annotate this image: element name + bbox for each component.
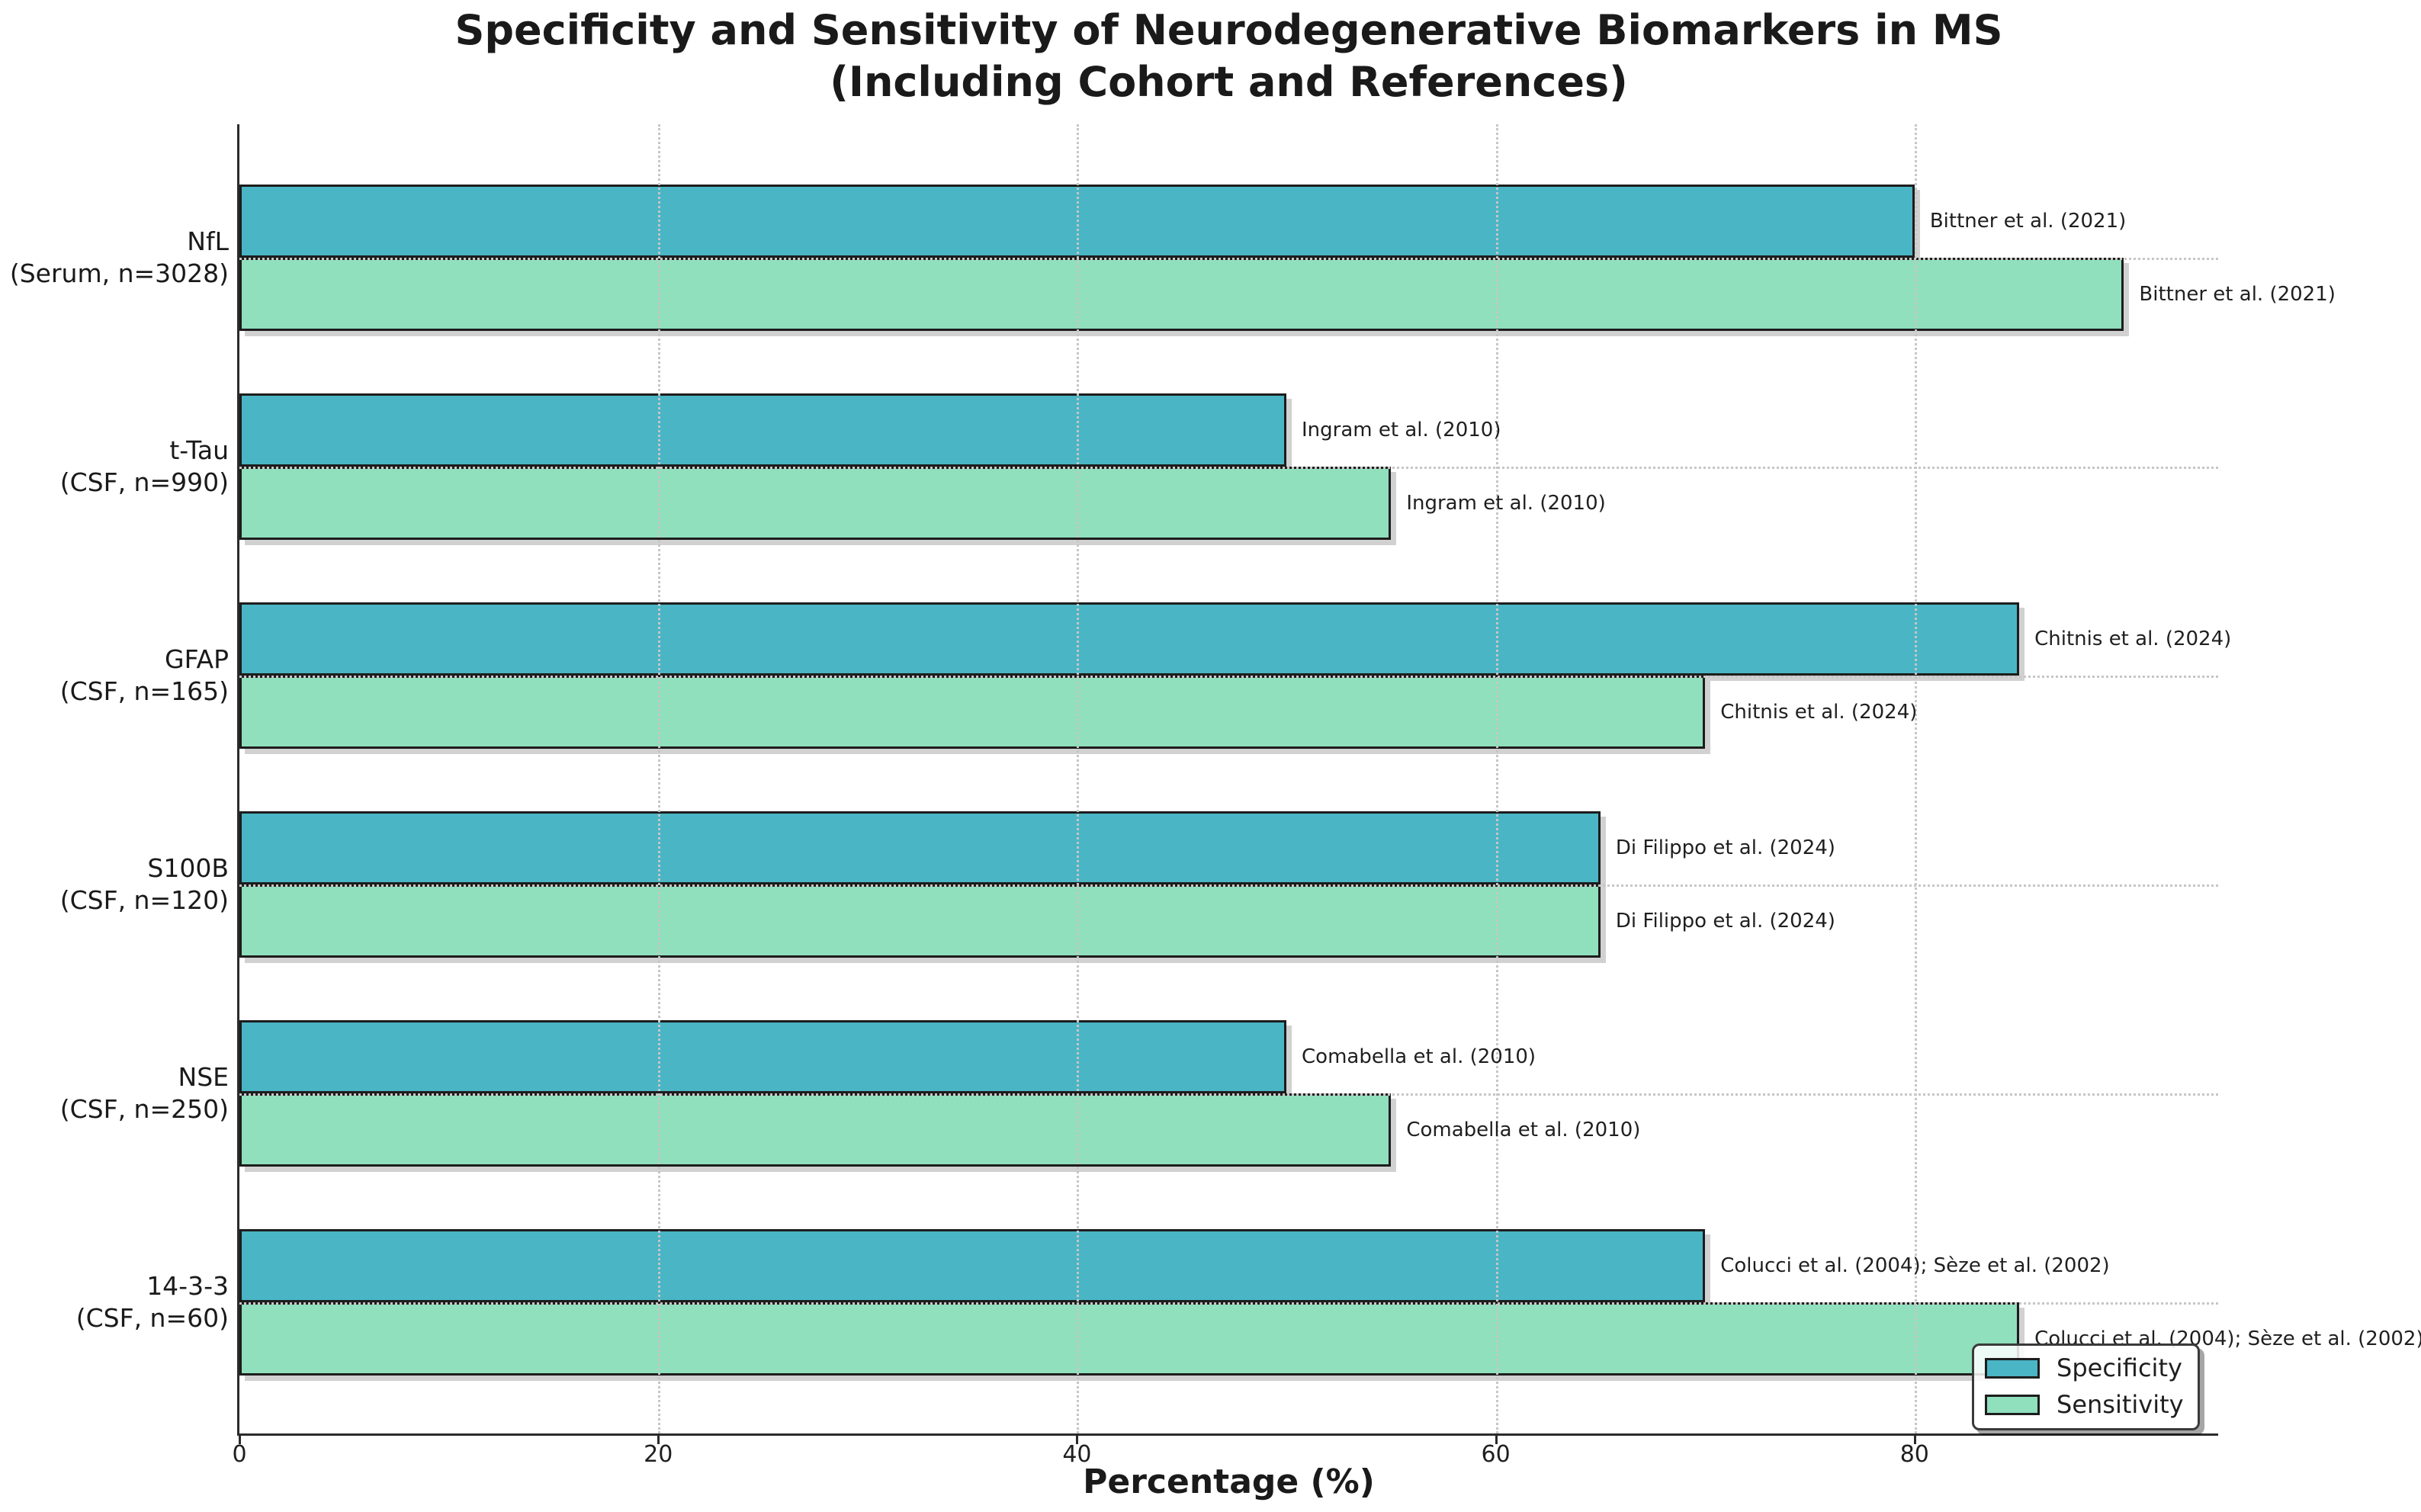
y-category-label-t-tau: t-Tau (CSF, n=990) xyxy=(60,435,229,499)
y-gridline-nfl xyxy=(239,258,2218,260)
x-tick-label-80: 80 xyxy=(1899,1441,1929,1468)
x-gridline-40 xyxy=(1077,124,1080,1433)
chart-title-line2: (Including Cohort and References) xyxy=(830,58,1628,106)
y-category-name: 14-3-3 xyxy=(146,1271,229,1301)
x-gridline-60 xyxy=(1495,124,1498,1433)
y-category-name: NSE xyxy=(178,1062,229,1092)
x-tick-label-20: 20 xyxy=(644,1441,673,1468)
reference-label-sensitivity-s100b: Di Filippo et al. (2024) xyxy=(1615,910,1835,933)
y-category-cohort: (CSF, n=120) xyxy=(59,885,229,915)
bar-specificity-gfap xyxy=(239,602,2020,676)
legend-swatch-sensitivity xyxy=(1985,1394,2040,1415)
y-category-cohort: (CSF, n=990) xyxy=(59,467,229,497)
x-axis-label: Percentage (%) xyxy=(1083,1462,1375,1501)
y-category-cohort: (CSF, n=250) xyxy=(59,1094,229,1124)
y-gridline-s100b xyxy=(239,884,2218,887)
x-gridline-20 xyxy=(658,124,661,1433)
x-tick-80 xyxy=(1913,1433,1916,1444)
reference-label-specificity-nfl: Bittner et al. (2021) xyxy=(1929,210,2127,233)
y-category-label-nfl: NfL (Serum, n=3028) xyxy=(10,226,229,290)
y-category-name: GFAP xyxy=(165,644,229,674)
y-category-cohort: (CSF, n=165) xyxy=(59,676,229,706)
chart-title-line1: Specificity and Sensitivity of Neurodege… xyxy=(454,6,2003,54)
legend-swatch-specificity xyxy=(1985,1357,2040,1379)
x-tick-60 xyxy=(1495,1433,1498,1444)
y-category-name: S100B xyxy=(147,853,229,883)
bar-sensitivity-14-3-3 xyxy=(239,1302,2020,1376)
bar-sensitivity-t-tau xyxy=(239,467,1392,540)
legend-row-sensitivity: Sensitivity xyxy=(1985,1390,2184,1419)
bar-specificity-t-tau xyxy=(239,393,1287,467)
y-category-cohort: (CSF, n=60) xyxy=(75,1303,229,1333)
reference-label-specificity-nse: Comabella et al. (2010) xyxy=(1302,1045,1536,1068)
y-gridline-gfap xyxy=(239,676,2218,678)
y-axis-spine xyxy=(237,124,239,1436)
x-gridline-80 xyxy=(1914,124,1917,1433)
y-gridline-nse xyxy=(239,1093,2218,1096)
y-category-name: NfL xyxy=(187,226,229,256)
reference-label-sensitivity-nse: Comabella et al. (2010) xyxy=(1406,1119,1641,1141)
reference-label-specificity-s100b: Di Filippo et al. (2024) xyxy=(1615,836,1835,859)
y-gridline-t-tau xyxy=(239,467,2218,469)
y-category-label-gfap: GFAP (CSF, n=165) xyxy=(60,644,229,708)
legend-label-sensitivity: Sensitivity xyxy=(2057,1390,2184,1419)
y-category-name: t-Tau xyxy=(169,435,229,465)
x-tick-label-0: 0 xyxy=(232,1441,247,1468)
y-category-cohort: (Serum, n=3028) xyxy=(9,258,229,288)
legend: Specificity Sensitivity xyxy=(1972,1343,2200,1430)
bar-sensitivity-gfap xyxy=(239,676,1706,749)
x-axis-spine xyxy=(237,1433,2218,1436)
legend-label-specificity: Specificity xyxy=(2057,1353,2182,1382)
legend-row-specificity: Specificity xyxy=(1985,1353,2184,1382)
x-tick-40 xyxy=(1076,1433,1079,1444)
y-gridline-14-3-3 xyxy=(239,1302,2218,1305)
reference-label-sensitivity-nfl: Bittner et al. (2021) xyxy=(2139,283,2336,306)
y-category-label-s100b: S100B (CSF, n=120) xyxy=(60,852,229,917)
y-category-label-14-3-3: 14-3-3 (CSF, n=60) xyxy=(76,1270,229,1334)
x-tick-20 xyxy=(657,1433,660,1444)
bar-specificity-s100b xyxy=(239,811,1601,884)
x-tick-label-60: 60 xyxy=(1481,1441,1511,1468)
bar-sensitivity-nse xyxy=(239,1093,1392,1167)
bar-specificity-nse xyxy=(239,1020,1287,1093)
bar-sensitivity-s100b xyxy=(239,884,1601,958)
reference-label-specificity-t-tau: Ingram et al. (2010) xyxy=(1302,419,1501,441)
y-category-label-nse: NSE (CSF, n=250) xyxy=(60,1061,229,1125)
reference-label-specificity-14-3-3: Colucci et al. (2004); Sèze et al. (2002… xyxy=(1720,1254,2110,1277)
bar-sensitivity-nfl xyxy=(239,258,2124,331)
x-tick-label-40: 40 xyxy=(1062,1441,1092,1468)
bar-specificity-14-3-3 xyxy=(239,1229,1706,1302)
reference-label-sensitivity-gfap: Chitnis et al. (2024) xyxy=(1720,701,1918,724)
x-tick-0 xyxy=(239,1433,241,1444)
reference-label-specificity-gfap: Chitnis et al. (2024) xyxy=(2034,628,2232,650)
reference-label-sensitivity-t-tau: Ingram et al. (2010) xyxy=(1406,492,1606,515)
